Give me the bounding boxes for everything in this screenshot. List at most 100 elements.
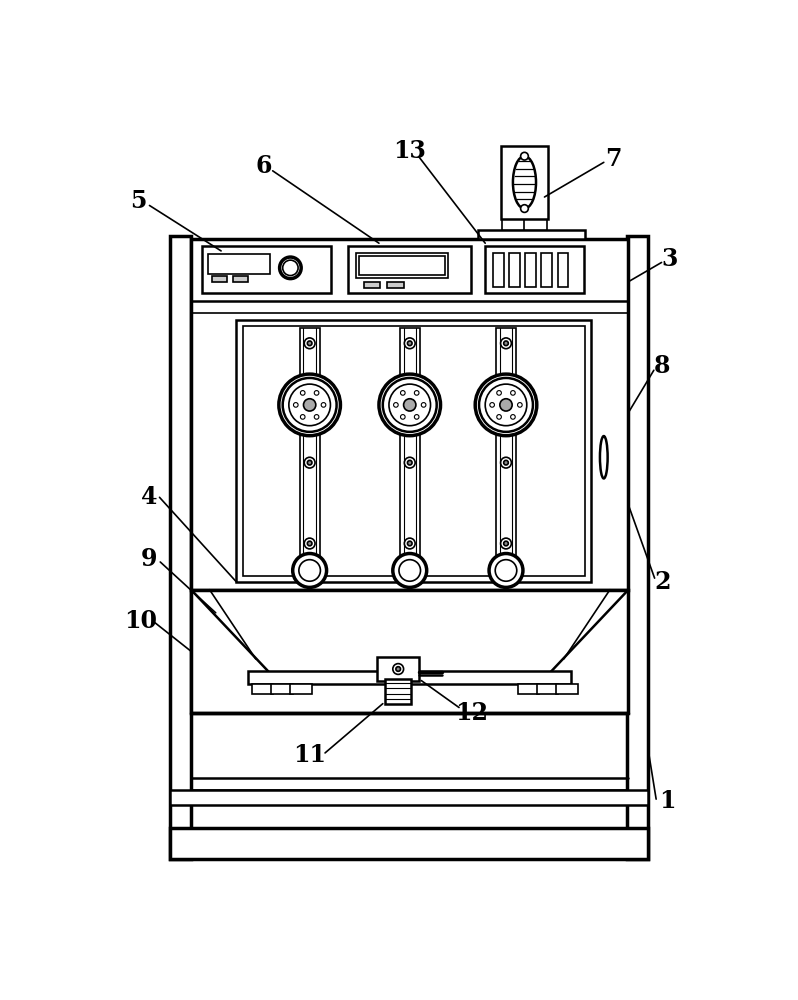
Circle shape (314, 391, 319, 395)
Circle shape (300, 391, 305, 395)
Text: 1: 1 (659, 789, 676, 813)
Circle shape (303, 399, 316, 411)
Text: 6: 6 (255, 154, 271, 178)
Circle shape (504, 460, 508, 465)
Bar (400, 328, 420, 573)
Bar (537, 684, 559, 694)
Bar (191, 239, 628, 590)
Circle shape (500, 457, 512, 468)
Circle shape (289, 384, 330, 426)
Circle shape (396, 667, 401, 671)
Bar (485, 246, 584, 293)
Circle shape (393, 554, 427, 587)
Circle shape (299, 560, 321, 581)
Text: 7: 7 (606, 146, 622, 170)
Circle shape (405, 457, 415, 468)
Circle shape (496, 391, 501, 395)
Circle shape (401, 391, 405, 395)
Circle shape (307, 460, 312, 465)
Bar (523, 219, 547, 230)
Circle shape (504, 541, 508, 546)
Bar (191, 590, 628, 713)
Bar (248, 671, 571, 684)
Circle shape (520, 152, 528, 160)
Circle shape (475, 374, 537, 436)
Bar (356, 253, 448, 278)
Circle shape (489, 554, 523, 587)
Circle shape (408, 460, 412, 465)
Bar (236, 320, 591, 582)
Circle shape (304, 457, 315, 468)
Circle shape (307, 541, 312, 546)
Bar (493, 253, 504, 287)
Text: 5: 5 (131, 189, 147, 213)
Circle shape (405, 338, 415, 349)
Circle shape (504, 341, 508, 346)
Circle shape (496, 560, 517, 581)
Bar (502, 219, 525, 230)
Text: 4: 4 (141, 485, 158, 509)
Bar (518, 684, 539, 694)
Bar (377, 657, 419, 681)
Circle shape (293, 554, 326, 587)
Bar (496, 328, 516, 573)
Bar (202, 246, 331, 293)
Circle shape (401, 415, 405, 419)
Text: 3: 3 (662, 247, 678, 271)
Circle shape (399, 560, 421, 581)
Ellipse shape (600, 436, 607, 478)
Circle shape (379, 374, 440, 436)
Ellipse shape (513, 156, 536, 209)
Circle shape (511, 391, 516, 395)
Circle shape (520, 205, 528, 212)
Bar (169, 235, 191, 859)
Circle shape (404, 399, 416, 411)
Circle shape (282, 260, 298, 276)
Circle shape (300, 415, 305, 419)
Circle shape (314, 415, 319, 419)
Circle shape (414, 415, 419, 419)
Circle shape (279, 374, 341, 436)
Circle shape (408, 541, 412, 546)
Circle shape (496, 415, 501, 419)
Text: 13: 13 (393, 139, 426, 163)
Circle shape (500, 338, 512, 349)
Circle shape (421, 403, 426, 407)
Bar (525, 253, 536, 287)
Bar (556, 684, 578, 694)
Bar (299, 328, 320, 573)
Circle shape (490, 403, 495, 407)
Circle shape (294, 403, 298, 407)
Bar (387, 282, 404, 288)
Circle shape (307, 341, 312, 346)
Bar (359, 256, 445, 275)
Text: 9: 9 (141, 547, 158, 571)
Bar (477, 230, 585, 239)
Bar (243, 326, 584, 576)
Bar (233, 276, 248, 282)
Bar (252, 684, 274, 694)
Circle shape (408, 341, 412, 346)
Circle shape (383, 378, 437, 432)
Bar (558, 253, 568, 287)
Bar (385, 679, 411, 704)
Bar (541, 253, 552, 287)
Bar (208, 254, 270, 274)
Bar (348, 246, 472, 293)
Bar (509, 253, 519, 287)
Circle shape (500, 399, 512, 411)
Bar (169, 790, 649, 805)
Circle shape (389, 384, 431, 426)
Bar (290, 684, 312, 694)
Bar (364, 282, 381, 288)
Circle shape (479, 378, 533, 432)
Circle shape (393, 403, 398, 407)
Circle shape (414, 391, 419, 395)
Circle shape (405, 538, 415, 549)
Text: 8: 8 (654, 354, 670, 378)
Circle shape (518, 403, 522, 407)
Bar (211, 276, 227, 282)
Bar (500, 146, 548, 219)
Circle shape (393, 664, 404, 674)
Circle shape (485, 384, 527, 426)
